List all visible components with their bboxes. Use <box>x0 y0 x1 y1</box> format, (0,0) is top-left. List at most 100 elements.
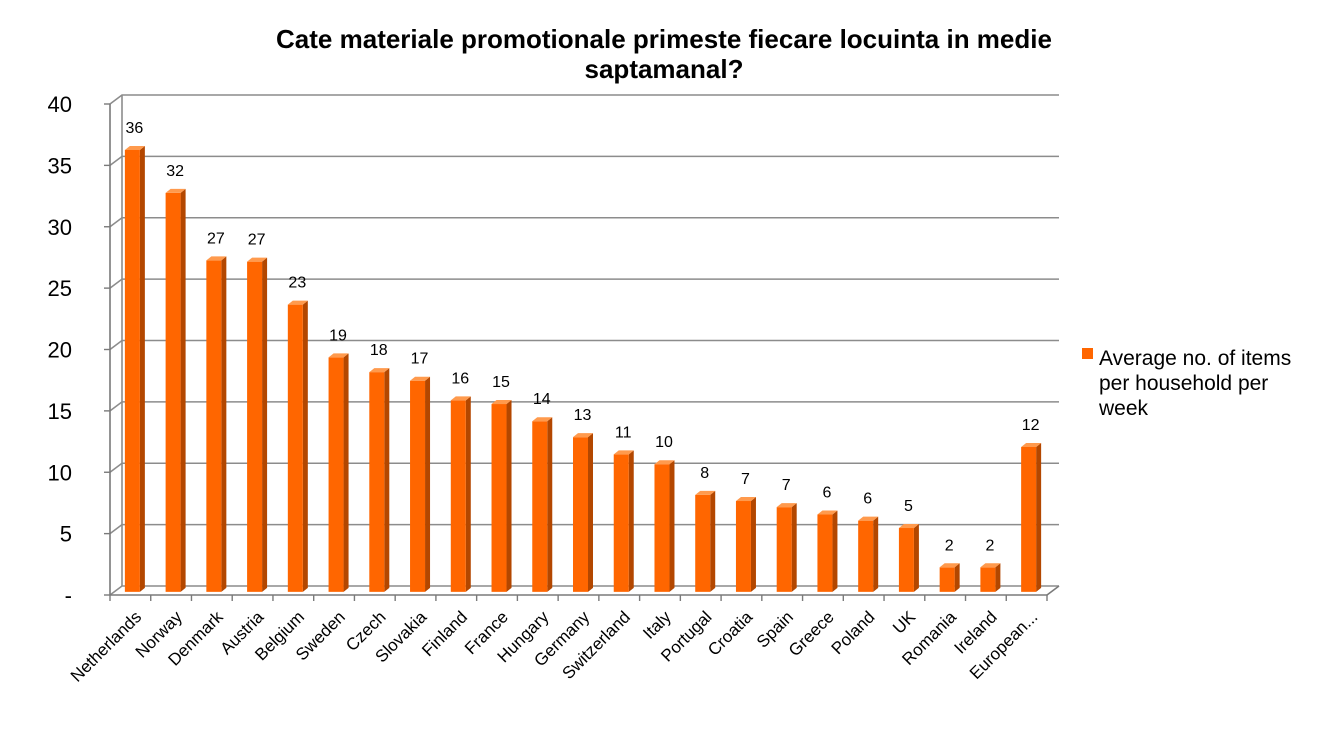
data-labels: 36 32 27 27 23 19 18 17 16 15 14 13 11 10 8 7 7 6 6 5 2 2 12 <box>125 120 1039 554</box>
bar-top <box>1021 443 1042 448</box>
bar-top <box>573 433 593 438</box>
bar-side <box>913 524 919 592</box>
bar-top <box>491 400 512 405</box>
bar-side <box>262 257 268 592</box>
bar-side <box>1036 443 1042 592</box>
bar-side <box>588 433 593 592</box>
data-label: 27 <box>207 230 225 247</box>
bar-side <box>954 563 960 592</box>
bar <box>695 490 716 592</box>
bar-front <box>491 404 507 592</box>
bar-front <box>939 567 955 592</box>
bar-side <box>465 396 471 592</box>
bar-side <box>384 368 390 592</box>
bar <box>165 188 186 592</box>
bar-top <box>776 503 797 508</box>
bar <box>450 396 471 592</box>
grid-line <box>109 94 1059 105</box>
bar-side <box>506 400 512 592</box>
bar <box>858 516 879 592</box>
y-tick-label: 15 <box>48 399 72 424</box>
bar-side <box>221 256 227 592</box>
bar-top <box>654 460 675 465</box>
floor-edge <box>1046 585 1060 596</box>
bar-front <box>858 520 874 592</box>
bar-front <box>532 421 548 592</box>
data-label: 13 <box>574 407 592 424</box>
bar-front <box>613 454 629 592</box>
bar-top <box>980 563 1001 568</box>
bar-top <box>613 450 634 455</box>
legend-label: Average no. of items <box>1099 347 1291 370</box>
data-label: 5 <box>904 498 913 515</box>
bar-front <box>287 304 303 592</box>
bar-top <box>898 524 919 529</box>
data-label: 2 <box>985 537 994 554</box>
bar-top <box>206 256 227 261</box>
x-tick-label: UK <box>889 607 920 638</box>
data-label: 27 <box>248 232 266 249</box>
bar <box>654 460 675 592</box>
data-label: 10 <box>655 434 673 451</box>
bar-side <box>547 417 553 592</box>
bar <box>776 503 797 592</box>
bar-top <box>735 497 756 502</box>
bar-front <box>410 380 426 592</box>
legend-swatch <box>1082 348 1093 359</box>
bar-top <box>247 257 268 262</box>
bar-front <box>124 149 140 592</box>
data-label: 16 <box>451 370 469 387</box>
bar <box>613 450 634 592</box>
bar <box>206 256 227 592</box>
bar-front <box>1021 447 1037 592</box>
grid-line <box>109 155 1059 167</box>
x-tick-label: Croatia <box>704 607 757 660</box>
bar <box>328 353 349 592</box>
bar-front <box>898 528 914 592</box>
data-label: 6 <box>863 491 872 508</box>
bar <box>573 433 593 592</box>
bar-front <box>206 260 222 592</box>
bar-top <box>287 300 308 305</box>
data-label: 8 <box>700 465 709 482</box>
bar-front <box>573 437 588 592</box>
bar-top <box>410 376 431 381</box>
bar <box>124 145 145 592</box>
data-label: 7 <box>782 477 791 494</box>
bar <box>247 257 268 592</box>
bar <box>369 368 390 592</box>
x-tick-label: Finland <box>418 607 471 660</box>
bar-front <box>776 507 792 592</box>
bar-side <box>791 503 797 592</box>
data-label: 14 <box>533 391 551 408</box>
data-label: 18 <box>370 342 388 359</box>
data-label: 19 <box>329 327 347 344</box>
bar-front <box>450 400 466 592</box>
bar-front <box>695 494 711 592</box>
x-tick-label: Greece <box>785 607 838 660</box>
bar <box>735 497 756 592</box>
bar-side <box>750 497 756 592</box>
data-label: 12 <box>1022 417 1040 434</box>
chart-title-line: Cate materiale promotionale primeste fie… <box>276 24 1052 54</box>
bar-side <box>710 490 716 592</box>
x-tick-labels: NetherlandsNorwayDenmarkAustriaBelgiumSw… <box>67 607 1042 686</box>
bar-front <box>817 514 833 592</box>
y-tick-label: 5 <box>60 522 72 547</box>
bar-front <box>654 464 670 592</box>
y-tick-label: 35 <box>48 153 72 178</box>
legend-label: week <box>1098 397 1149 420</box>
bar-top <box>817 510 838 515</box>
bar <box>817 510 838 592</box>
y-tick-label: - <box>65 583 72 608</box>
bar-top <box>328 353 349 358</box>
bar <box>980 563 1001 592</box>
data-label: 36 <box>125 120 143 137</box>
bar-side <box>832 510 838 592</box>
data-label: 15 <box>492 374 510 391</box>
chart-title-line: saptamanal? <box>585 54 744 84</box>
bar <box>939 563 960 592</box>
bar-side <box>425 376 431 592</box>
